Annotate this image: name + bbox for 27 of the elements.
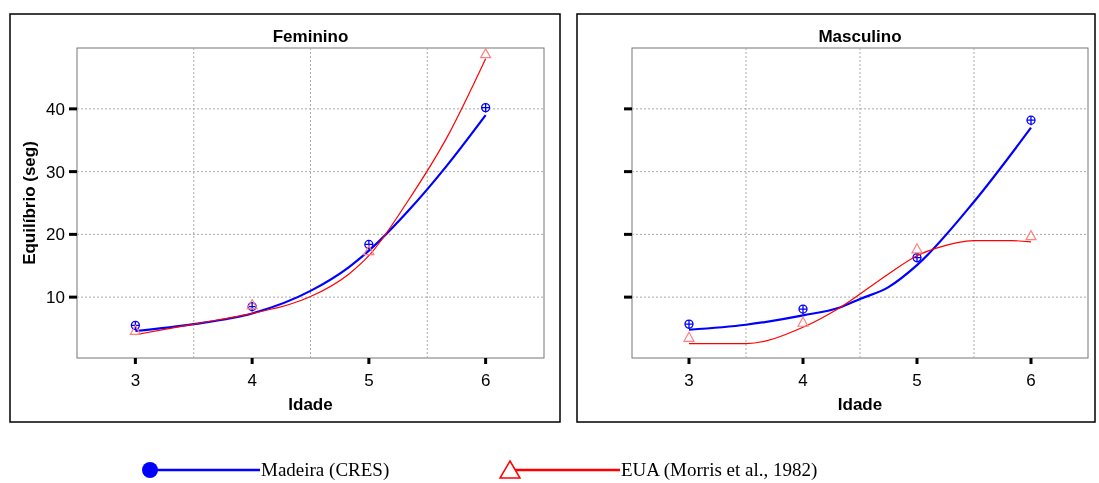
point	[363, 245, 375, 256]
legend-label: EUA (Morris et al., 1982)	[621, 459, 818, 481]
x-tick-label: 5	[364, 371, 374, 390]
point	[1025, 230, 1037, 241]
y-axis-title: Equilíbrio (seg)	[20, 141, 39, 265]
point	[797, 316, 809, 327]
chart-title: Masculino	[818, 27, 902, 46]
x-axis-title: Idade	[837, 395, 883, 414]
x-tick-label: 5	[912, 371, 922, 390]
x-tick-label: 3	[130, 371, 141, 390]
x-tick-label: 6	[480, 371, 491, 390]
point	[798, 304, 808, 315]
y-tick-label: 40	[46, 99, 65, 119]
chart-title: Feminino	[272, 27, 349, 46]
legend-label: Madeira (CRES)	[261, 459, 390, 481]
point	[683, 331, 695, 342]
y-tick-label: 30	[46, 162, 65, 182]
y-tick-label: 10	[46, 288, 65, 308]
x-tick-label: 3	[684, 371, 694, 390]
point	[480, 48, 492, 59]
x-tick-label: 4	[798, 371, 808, 390]
y-tick-label: 20	[46, 225, 65, 245]
x-axis-title: Idade	[288, 395, 333, 414]
x-tick-label: 6	[1026, 371, 1036, 390]
point	[911, 243, 923, 254]
x-tick-label: 4	[247, 371, 257, 390]
point	[129, 324, 141, 335]
